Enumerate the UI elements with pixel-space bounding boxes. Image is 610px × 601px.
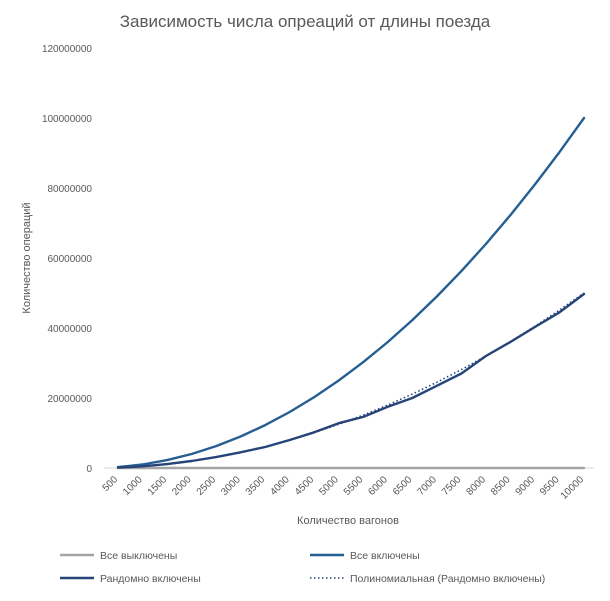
legend-label: Полиномиальная (Рандомно включены) [350, 573, 545, 585]
x-tick-label: 8500 [489, 474, 513, 498]
x-tick-label: 8000 [465, 474, 489, 498]
legend-label: Все включены [350, 550, 420, 562]
y-tick-label: 20000000 [48, 394, 93, 405]
series-layer [116, 116, 586, 470]
x-tick-label: 4000 [268, 474, 292, 498]
x-tick-label: 5000 [317, 474, 341, 498]
y-tick-label: 80000000 [48, 184, 93, 195]
x-tick-label: 2500 [195, 474, 219, 498]
x-tick-label: 7500 [440, 474, 464, 498]
y-tick-label: 120000000 [42, 44, 92, 55]
x-tick-label: 1500 [146, 474, 170, 498]
y-axis-label: Количество операций [21, 202, 33, 313]
x-tick-label: 10000 [559, 474, 587, 502]
legend-label: Все выключены [100, 550, 177, 562]
x-tick-label: 2000 [170, 474, 194, 498]
x-axis-ticks: 500 1000 1500 2000 2500 3000 3500 4000 4500 5000 5… [101, 474, 587, 502]
series-line-3 [116, 292, 586, 469]
chart-title: Зависимость числа опреаций от длины поез… [120, 12, 491, 31]
x-tick-label: 500 [101, 474, 121, 494]
y-axis-ticks: 0 20000000 40000000 60000000 80000000 1000000… [42, 44, 93, 475]
x-tick-label: 7000 [415, 474, 439, 498]
x-tick-label: 1000 [121, 474, 145, 498]
x-tick-label: 9000 [514, 474, 538, 498]
x-tick-label: 3000 [219, 474, 243, 498]
series-line-4 [117, 292, 585, 469]
y-tick-label: 40000000 [48, 324, 93, 335]
x-axis-label: Количество вагонов [297, 515, 399, 527]
x-tick-label: 4500 [293, 474, 317, 498]
series-line-2 [116, 116, 586, 469]
x-tick-label: 6500 [391, 474, 415, 498]
y-tick-label: 60000000 [48, 254, 93, 265]
legend-label: Рандомно включены [100, 573, 201, 585]
x-tick-label: 3500 [244, 474, 268, 498]
x-tick-label: 5500 [342, 474, 366, 498]
x-tick-label: 6000 [366, 474, 390, 498]
legend: Все выключены Все включены Рандомно включе… [60, 550, 545, 585]
y-tick-label: 0 [86, 464, 92, 475]
y-tick-label: 100000000 [42, 114, 92, 125]
